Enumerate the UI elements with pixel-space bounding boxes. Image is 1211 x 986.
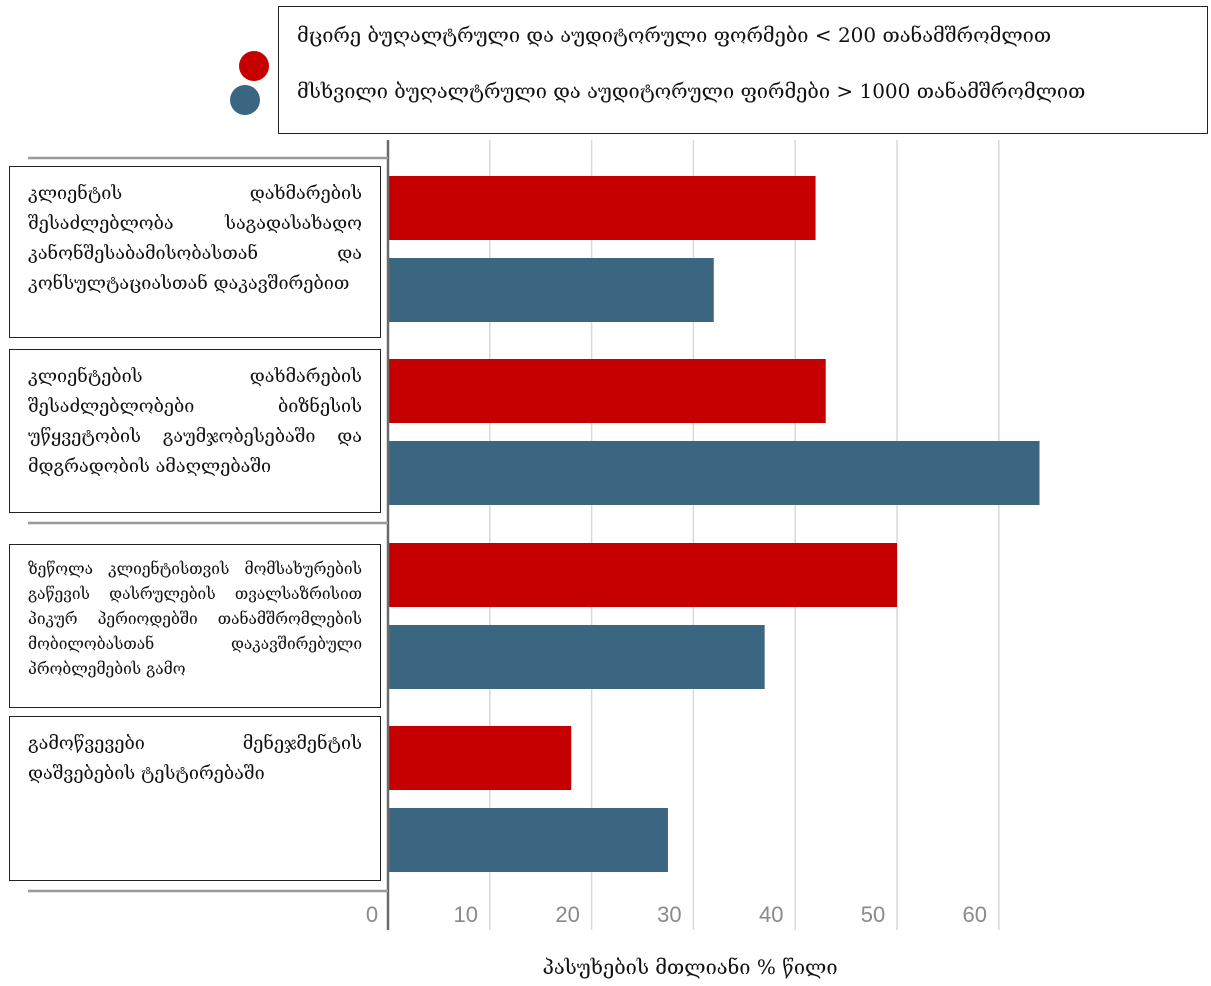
bar-series0-cat0 — [388, 176, 816, 240]
x-tick-label-60: 60 — [963, 902, 987, 927]
legend-swatch-large-firms — [230, 85, 260, 115]
category-label-staff-mobility-pressure: ზეწოლა კლიენტისთვის მომსახურების გაწევის… — [9, 544, 381, 708]
bars — [388, 176, 1040, 872]
legend-label-large-firms: მსხვილი ბუღალტრული და აუდიტორული ფირმები… — [297, 79, 1086, 103]
x-tick-label-40: 40 — [759, 902, 783, 927]
legend: მცირე ბუღალტრული და აუდიტორული ფორმები <… — [278, 6, 1208, 134]
x-tick-label-20: 20 — [555, 902, 579, 927]
category-separators — [28, 156, 388, 893]
x-axis-label: პასუხების მთლიანი % წილი — [542, 955, 838, 979]
bar-series0-cat2 — [388, 543, 897, 607]
x-tick-label-50: 50 — [861, 902, 885, 927]
bar-series1-cat1 — [388, 441, 1040, 505]
legend-label-small-firms: მცირე ბუღალტრული და აუდიტორული ფორმები <… — [297, 23, 1052, 47]
bar-series1-cat0 — [388, 258, 714, 322]
legend-swatch-small-firms — [239, 51, 269, 81]
category-label-management-assumptions: გამოწვევები მენეჯმენტის დაშვებების ტესტი… — [9, 716, 381, 881]
x-tick-label-0: 0 — [366, 902, 378, 927]
x-tick-label-10: 10 — [454, 902, 478, 927]
category-label-business-continuity: კლიენტების დახმარების შესაძლებლობები ბიზ… — [9, 349, 381, 513]
bar-series0-cat1 — [388, 359, 826, 423]
x-tick-label-30: 30 — [657, 902, 681, 927]
bar-series0-cat3 — [388, 726, 572, 790]
x-tick-labels: 0 10 20 30 40 50 60 — [366, 902, 987, 927]
bar-series1-cat2 — [388, 625, 765, 689]
bar-series1-cat3 — [388, 808, 668, 872]
category-label-tax-compliance: კლიენტის დახმარების შესაძლებლობა საგადას… — [9, 166, 381, 338]
